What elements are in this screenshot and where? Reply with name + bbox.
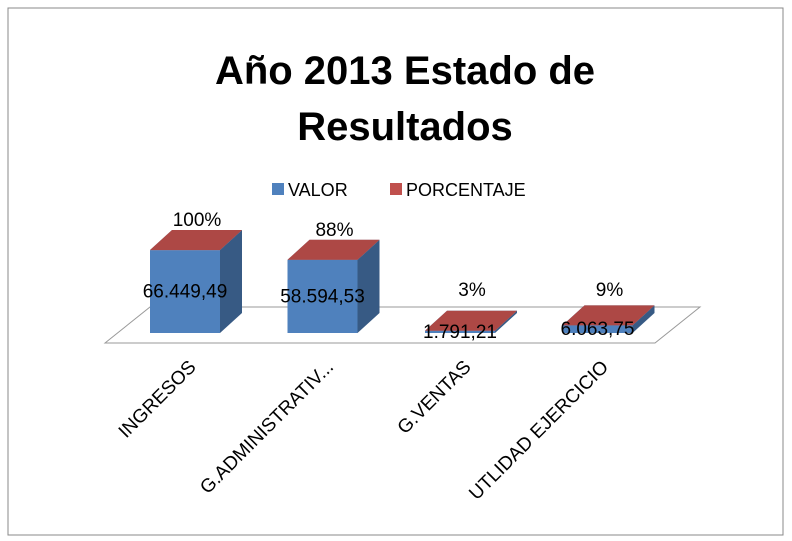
legend-swatch	[272, 183, 284, 195]
bar-front	[562, 325, 633, 333]
bar-top	[287, 239, 380, 260]
bar-top	[150, 230, 242, 250]
bar-side	[495, 310, 517, 333]
legend-label: PORCENTAJE	[406, 180, 526, 200]
bar-side	[220, 230, 242, 333]
bar	[562, 305, 655, 326]
floor	[103, 306, 702, 344]
bar	[287, 239, 380, 260]
bar-front	[287, 259, 358, 333]
data-label: 1.791,21	[423, 322, 497, 343]
bar	[425, 310, 517, 331]
bar-front	[425, 330, 495, 333]
data-label: 66.449,49	[143, 282, 228, 303]
data-label: 9%	[596, 280, 624, 301]
bar-side	[632, 305, 655, 333]
data-label: 6.063,75	[561, 319, 635, 340]
chart-border	[7, 7, 784, 536]
bar-side	[495, 310, 517, 331]
bar	[150, 230, 242, 251]
data-label: 58.594,53	[280, 286, 365, 307]
data-label: 100%	[173, 210, 222, 231]
legend-swatch	[390, 183, 402, 195]
bar-top	[562, 305, 655, 326]
legend-label: VALOR	[288, 180, 348, 200]
bar-side	[357, 239, 380, 333]
bar-front	[150, 250, 220, 333]
chart-title: Resultados	[297, 105, 513, 149]
data-label: 3%	[458, 280, 486, 301]
bar-top	[425, 310, 517, 331]
bar-side	[357, 239, 380, 260]
data-label: 88%	[315, 220, 353, 241]
bar-side	[220, 230, 242, 251]
bar-side	[632, 305, 655, 326]
chart-title: Año 2013 Estado de	[215, 49, 595, 93]
